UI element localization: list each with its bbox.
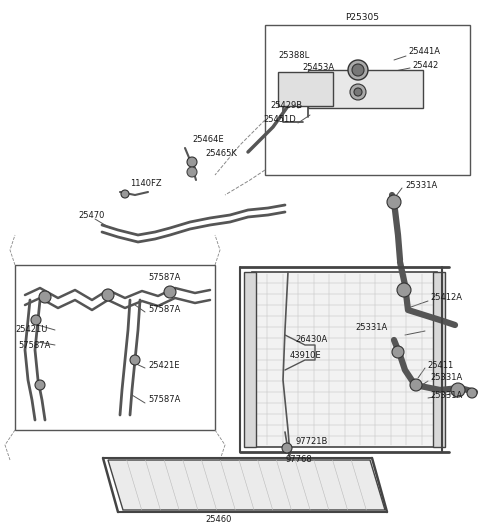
Circle shape: [164, 286, 176, 298]
Text: 25470: 25470: [78, 211, 104, 220]
Text: 26430A: 26430A: [295, 335, 327, 344]
Circle shape: [130, 355, 140, 365]
Circle shape: [350, 84, 366, 100]
Text: 25388L: 25388L: [278, 50, 309, 59]
Text: 57587A: 57587A: [148, 396, 180, 405]
Text: 25453A: 25453A: [302, 63, 334, 72]
Text: 25460: 25460: [205, 515, 231, 524]
Bar: [244, 272, 256, 447]
Bar: [278, 72, 333, 106]
Polygon shape: [108, 460, 385, 510]
Circle shape: [352, 64, 364, 76]
Circle shape: [282, 443, 292, 453]
Text: 25411: 25411: [427, 360, 453, 369]
Circle shape: [451, 383, 465, 397]
Text: 25464E: 25464E: [192, 135, 224, 144]
Bar: [265, 25, 470, 175]
Bar: [308, 70, 423, 108]
Circle shape: [102, 289, 114, 301]
Circle shape: [39, 291, 51, 303]
Text: P25305: P25305: [345, 14, 379, 23]
Text: 57587A: 57587A: [18, 341, 50, 350]
Text: 25331A: 25331A: [430, 390, 462, 399]
Text: 1140FZ: 1140FZ: [130, 178, 162, 187]
Text: 25331A: 25331A: [405, 180, 437, 189]
Circle shape: [121, 190, 129, 198]
Text: 25442: 25442: [412, 60, 438, 69]
Text: 25465K: 25465K: [205, 149, 237, 158]
Text: 57587A: 57587A: [148, 273, 180, 282]
Text: 57587A: 57587A: [148, 306, 180, 315]
Circle shape: [348, 60, 368, 80]
Circle shape: [467, 388, 477, 398]
Text: 25412A: 25412A: [430, 294, 462, 303]
Circle shape: [410, 379, 422, 391]
Text: 97721B: 97721B: [295, 437, 327, 446]
Text: 97768: 97768: [285, 455, 312, 464]
Circle shape: [187, 167, 197, 177]
Bar: [252, 272, 437, 447]
Text: 25421E: 25421E: [148, 360, 180, 369]
Circle shape: [354, 88, 362, 96]
Text: 25421U: 25421U: [15, 325, 48, 334]
Text: 25441A: 25441A: [408, 48, 440, 57]
Circle shape: [397, 283, 411, 297]
Bar: [433, 272, 445, 447]
Circle shape: [35, 380, 45, 390]
Circle shape: [392, 346, 404, 358]
Circle shape: [31, 315, 41, 325]
Text: 25429B: 25429B: [270, 101, 302, 110]
Text: 25331A: 25331A: [430, 373, 462, 382]
Circle shape: [187, 157, 197, 167]
Text: 43910E: 43910E: [290, 351, 322, 360]
Bar: [15, 265, 215, 430]
Circle shape: [387, 195, 401, 209]
Text: 25331A: 25331A: [355, 324, 387, 333]
Text: 25451D: 25451D: [263, 115, 296, 124]
